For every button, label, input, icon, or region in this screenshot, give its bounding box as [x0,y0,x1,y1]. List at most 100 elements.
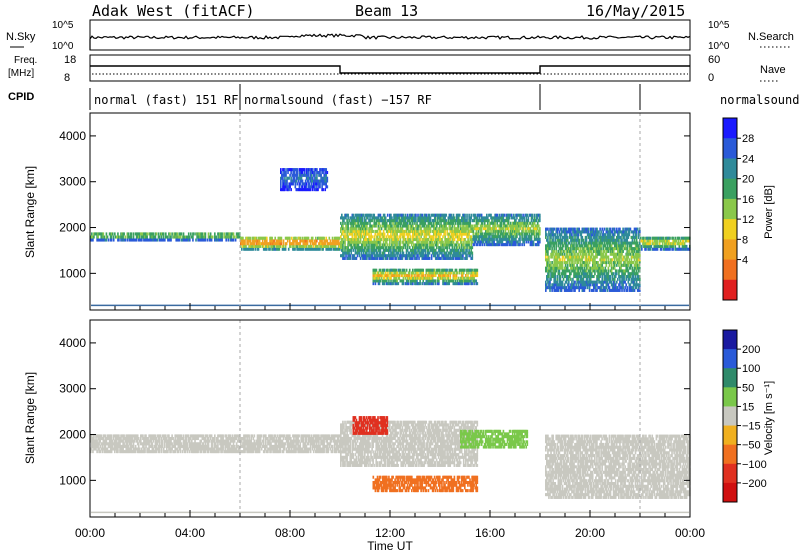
echo-cell [422,229,425,233]
echo-cell [460,232,462,236]
echo-cell [533,229,536,233]
echo-cell [424,213,427,217]
echo-cell [92,235,94,239]
echo-cell [598,277,600,281]
echo-cell [581,266,584,270]
echo-cell [197,238,199,242]
echo-cell [352,243,355,247]
echo-cell [513,235,515,239]
echo-cell [525,232,528,236]
echo-cell [254,236,257,240]
echo-cell [311,247,314,251]
echo-cell [620,255,622,259]
echo-cell [324,239,327,243]
echo-cell [373,219,376,223]
echo-cell [545,230,547,234]
echo-cell [200,235,203,239]
echo-cell [555,252,558,256]
echo-cell [537,232,540,236]
echo-cell [419,282,421,286]
echo-cell [586,286,589,290]
echo-cell [590,233,593,237]
echo-cell [571,238,573,242]
echo-cell [560,263,563,267]
echo-cell [409,213,412,217]
echo-cell [581,272,584,276]
echo-cell [440,276,442,280]
echo-cell [478,243,481,247]
echo-cell [438,282,440,286]
echo-cell [376,243,379,247]
echo-cell [152,238,155,242]
echo-cell [403,232,406,236]
echo-cell [578,238,581,242]
echo-cell [592,233,594,237]
echo-cell [575,249,577,253]
echo-cell [593,255,595,259]
echo-cell [240,242,242,246]
echo-cell [558,275,561,279]
echo-cell [593,269,595,273]
echo-cell [406,240,409,244]
echo-cell [117,235,119,239]
echo-cell [318,236,320,240]
echo-cell [576,230,578,234]
echo-cell [392,243,394,247]
echo-cell [487,240,489,244]
echo-cell [388,248,390,252]
echo-cell [466,216,468,220]
echo-cell [91,232,93,236]
echo-cell [457,243,460,247]
echo-cell [552,249,554,253]
echo-cell [366,224,368,228]
echo-cell [398,213,401,217]
echo-cell [399,219,402,223]
echo-cell [226,232,229,236]
echo-cell [619,288,621,292]
echo-cell [394,238,396,242]
echo-cell [346,221,348,225]
echo-cell [453,216,456,220]
echo-cell [571,280,573,284]
echo-cell [214,238,216,242]
echo-cell [441,268,443,272]
echo-cell [432,254,435,258]
echo-cell [371,254,373,258]
echo-cell [387,274,389,278]
echo-cell [99,238,102,242]
echo-cell [476,219,479,223]
echo-cell [571,227,573,231]
echo-cell [354,219,357,223]
echo-cell [391,268,393,272]
echo-cell [559,233,562,237]
echo-cell [459,282,462,286]
echo-cell [393,238,395,242]
echo-cell [430,282,433,286]
echo-cell [588,272,591,276]
echo-cell [553,277,556,281]
echo-cell [438,238,440,242]
echo-cell [583,263,586,267]
echo-cell [441,254,443,258]
echo-cell [360,229,363,233]
echo-cell [416,232,418,236]
echo-cell [586,258,589,262]
echo-cell [561,230,564,234]
echo-cell [467,235,469,239]
echo-cell [596,283,598,287]
echo-cell [412,254,414,258]
echo-cell [404,219,407,223]
echo-cell [557,269,560,273]
nsky-label: N.Sky [6,31,36,43]
echo-cell [590,230,593,234]
echo-cell [457,216,460,220]
echo-cell [417,224,419,228]
echo-cell [455,229,458,233]
echo-cell [382,240,385,244]
echo-cell [573,263,575,267]
echo-cell [549,238,551,242]
echo-cell [231,238,234,242]
echo-cell [561,286,564,290]
echo-cell [553,286,556,290]
echo-cell [422,256,425,260]
